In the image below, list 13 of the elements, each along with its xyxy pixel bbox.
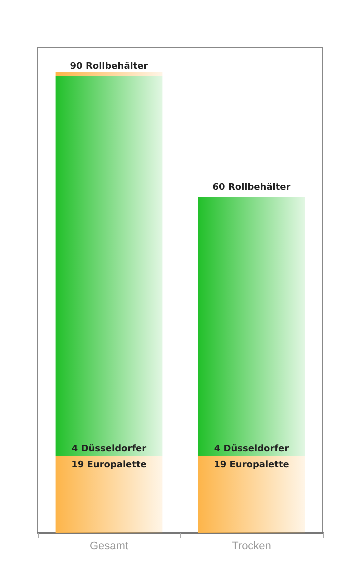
data-label: 90 Rollbehälter <box>70 62 149 72</box>
data-label: 60 Rollbehälter <box>212 183 292 194</box>
data-label: 19 Europalette <box>72 460 147 471</box>
data-label: 4 Düsseldorfer <box>72 444 148 455</box>
bar <box>198 198 306 440</box>
x-tick-label: Trocken <box>232 540 272 552</box>
bar <box>56 76 163 440</box>
bar <box>56 72 163 76</box>
bar <box>56 456 163 533</box>
x-tick-label: Gesamt <box>90 540 129 552</box>
bar <box>198 456 306 533</box>
data-label: 4 Düsseldorfer <box>214 444 290 455</box>
data-label: 19 Europalette <box>214 460 290 471</box>
